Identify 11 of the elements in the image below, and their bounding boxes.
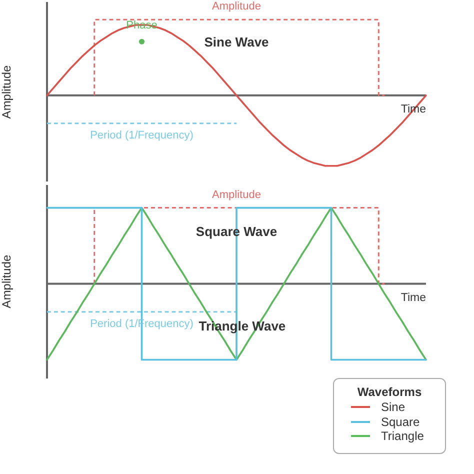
series-label: Amplitude [212,188,261,201]
y-axis-title: Amplitude [0,65,14,119]
series-label: Period (1/Frequency) [90,129,194,142]
legend-label: Triangle [381,429,424,444]
series-label: Amplitude [212,0,261,13]
x-axis-title: Time [400,292,426,304]
legend-label: Square [381,414,420,429]
y-axis-title: Amplitude [0,254,14,308]
legend-label: Sine [381,400,406,414]
annotation: Sine Wave [204,34,269,50]
legend-title: Waveforms [356,385,423,400]
